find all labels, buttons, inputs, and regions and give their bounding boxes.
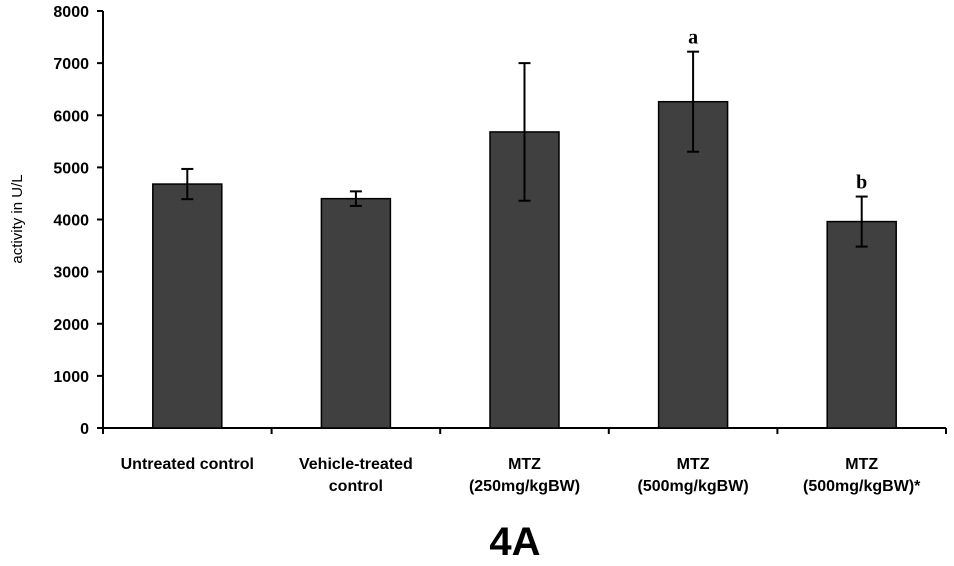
- error-bar: [855, 195, 868, 248]
- y-tick-label: 2000: [53, 317, 89, 334]
- y-axis-label: activity in U/L: [9, 174, 26, 263]
- y-tick-label: 7000: [53, 56, 89, 73]
- category-label: MTZ: [845, 456, 878, 473]
- y-tick-label: 1000: [53, 369, 89, 386]
- category-label: MTZ: [677, 456, 710, 473]
- y-tick-label: 6000: [53, 108, 89, 125]
- bar: [320, 197, 392, 429]
- significance-annotation: b: [856, 172, 867, 194]
- bar: [657, 100, 729, 429]
- category-label: Vehicle-treated: [299, 456, 413, 473]
- y-tick-label: 4000: [53, 213, 89, 230]
- category-label: (500mg/kgBW)*: [803, 478, 921, 495]
- error-bar: [181, 167, 194, 201]
- category-label: (250mg/kgBW): [469, 478, 580, 495]
- category-label: (500mg/kgBW): [638, 478, 749, 495]
- category-label: MTZ: [508, 456, 541, 473]
- error-bar: [518, 62, 531, 202]
- bar: [826, 220, 897, 429]
- y-tick-label: 8000: [53, 4, 89, 21]
- category-label: Untreated control: [121, 456, 254, 473]
- y-ticks: 0 1000 2000 3000 4000 5000 6000 7000 8000: [53, 4, 103, 438]
- bar: [152, 183, 223, 429]
- bars: [152, 100, 897, 429]
- significance-annotation: a: [688, 27, 698, 49]
- error-bars: [181, 50, 868, 248]
- y-tick-label: 3000: [53, 265, 89, 282]
- x-ticks: [102, 428, 947, 434]
- annotations: ab: [688, 27, 867, 194]
- y-tick-label: 0: [80, 421, 89, 438]
- y-tick-label: 5000: [53, 160, 89, 177]
- error-bar: [687, 50, 700, 153]
- category-label: control: [329, 478, 383, 495]
- figure-label: 4A: [489, 520, 541, 564]
- category-labels: Untreated control Vehicle-treated control M…: [121, 456, 922, 495]
- error-bar: [349, 190, 362, 207]
